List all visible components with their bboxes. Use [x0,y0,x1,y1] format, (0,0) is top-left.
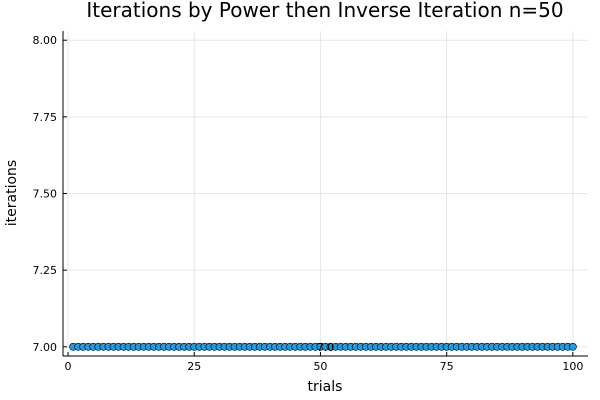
x-tick-label: 25 [187,360,201,373]
y-tick-label: 7.25 [33,264,58,277]
y-tick-label: 7.75 [33,111,58,124]
x-tick-label: 100 [562,360,583,373]
x-tick-label: 0 [65,360,72,373]
data-label: 7.0 [317,341,335,354]
chart-title: Iterations by Power then Inverse Iterati… [86,0,563,22]
data-point [568,342,577,351]
annotations: 7.0 [317,341,335,354]
y-tick-label: 7.00 [33,341,58,354]
data-points [69,342,577,351]
y-tick-label: 8.00 [33,34,58,47]
y-axis-label: iterations [4,160,20,226]
x-tick-label: 75 [440,360,454,373]
ticks: 0 25 50 75 100 7.00 7.25 7.50 7.75 8.00 [33,34,584,373]
x-tick-label: 50 [313,360,327,373]
x-axis-label: trials [308,379,343,395]
y-tick-label: 7.50 [33,188,58,201]
